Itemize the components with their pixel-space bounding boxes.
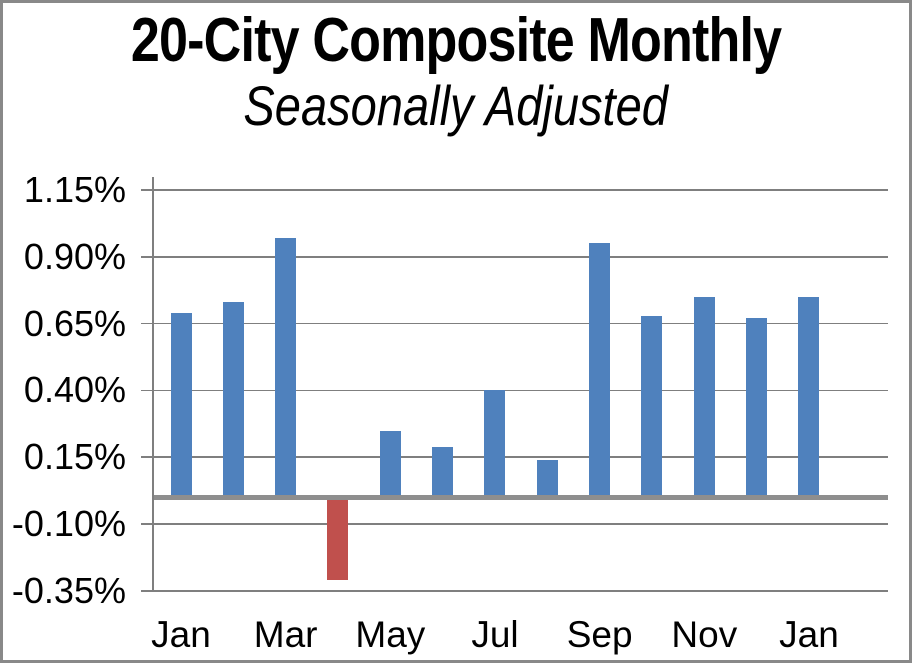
- y-axis-label: 0.15%: [23, 436, 126, 478]
- y-gridline: [141, 523, 888, 525]
- y-gridline: [141, 322, 888, 325]
- bar: [170, 312, 192, 498]
- y-gridline: [141, 389, 888, 392]
- chart-title: 20-City Composite Monthly: [0, 8, 912, 74]
- x-axis-label: May: [355, 614, 426, 655]
- bar: [536, 459, 558, 498]
- y-gridline: [141, 189, 888, 191]
- bar: [798, 296, 820, 498]
- bar: [693, 296, 715, 498]
- y-axis-label: -0.10%: [11, 503, 126, 545]
- bar: [641, 315, 663, 498]
- x-axis-label: Jan: [151, 614, 211, 655]
- y-axis-label: 0.65%: [23, 302, 126, 344]
- bar: [275, 238, 297, 498]
- zero-axis-line: [152, 494, 888, 500]
- bar: [222, 302, 244, 498]
- x-axis-label: Jul: [471, 614, 519, 655]
- chart-subtitle: Seasonally Adjusted: [0, 74, 912, 138]
- chart-subtitle-text: Seasonally Adjusted: [243, 74, 669, 137]
- bar: [746, 318, 768, 498]
- bar: [484, 390, 506, 498]
- y-axis-label: 0.90%: [23, 235, 126, 277]
- y-axis-line: [152, 177, 154, 591]
- bar: [327, 497, 349, 581]
- y-axis-label: -0.35%: [11, 569, 126, 611]
- bar: [379, 430, 401, 498]
- y-gridline: [141, 256, 888, 258]
- y-axis-label: 1.15%: [23, 169, 126, 211]
- x-axis-label: Mar: [253, 614, 318, 655]
- bar: [589, 243, 611, 498]
- y-gridline: [141, 456, 888, 458]
- chart-title-text: 20-City Composite Monthly: [130, 6, 782, 75]
- x-axis-label: Sep: [566, 614, 633, 655]
- y-axis-label: 0.40%: [23, 369, 126, 411]
- x-axis-label: Jan: [779, 614, 839, 655]
- bar: [432, 446, 454, 498]
- y-gridline: [141, 590, 888, 592]
- x-axis-label: Nov: [671, 614, 738, 655]
